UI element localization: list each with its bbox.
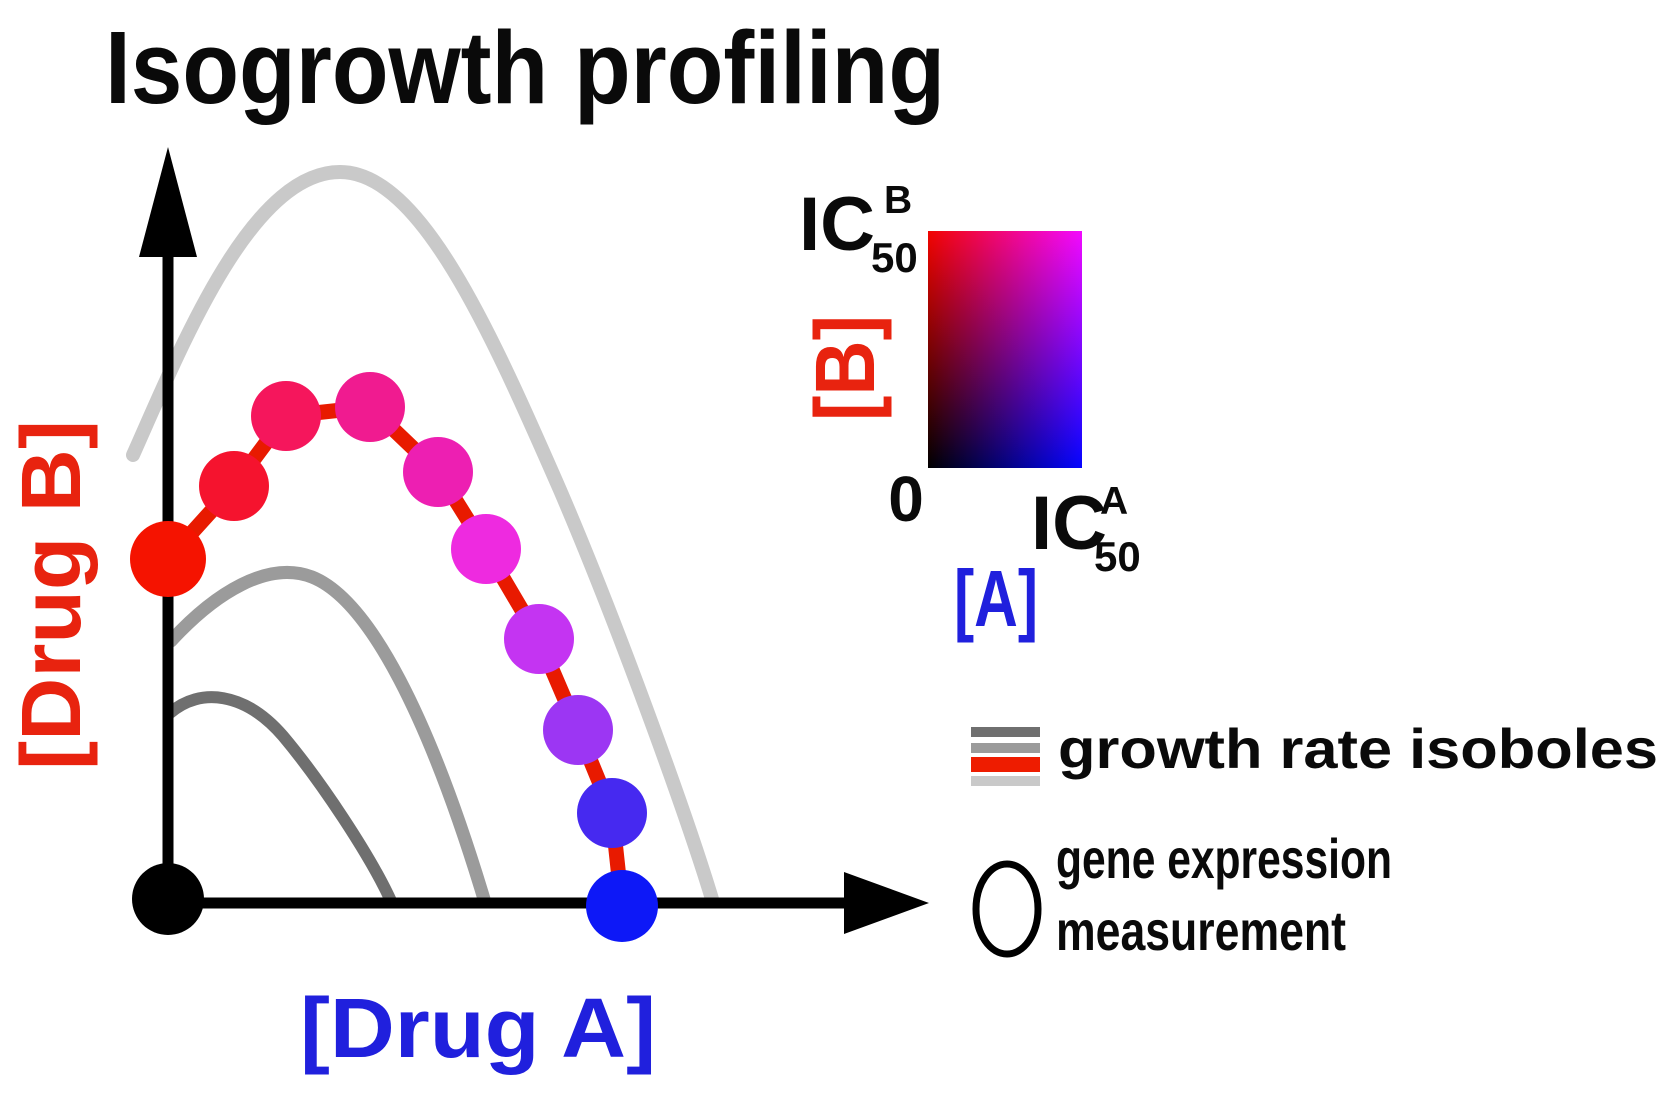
isobole-swatch-light	[971, 776, 1040, 786]
isobole-middle-gray	[164, 566, 491, 906]
gene-expression-dot-7	[504, 604, 574, 674]
legend-gene-label-line2: measurement	[1056, 899, 1346, 962]
ic50-b-base: IC	[799, 182, 875, 267]
origin-dot	[132, 863, 204, 935]
ic50-a-sub: 50	[1094, 533, 1141, 580]
ic50-b-sub: 50	[871, 234, 918, 281]
isobole-red	[160, 399, 630, 914]
gene-expression-dot-1	[130, 521, 206, 597]
ic50-b-sup: B	[884, 179, 912, 222]
gene-expression-dot-2	[199, 451, 269, 521]
figure-title: Isogrowth profiling	[105, 10, 945, 125]
ic50-a-base: IC	[1031, 481, 1107, 566]
growth-isoboles-layer	[126, 164, 719, 907]
colormap-a-bracket-label: [A]	[954, 554, 1038, 643]
isobole-outer-light	[126, 164, 719, 906]
measurement-points-layer	[130, 372, 658, 942]
y-axis-label: [Drug B]	[4, 420, 98, 770]
x-axis-label: [Drug A]	[300, 981, 656, 1075]
gene-expression-dot-4	[335, 372, 405, 442]
colormap-zero-label: 0	[888, 463, 924, 535]
isobole-swatch-dark	[971, 727, 1040, 737]
gene-expression-dot-5	[403, 437, 473, 507]
ic50-a-sup: A	[1100, 480, 1128, 523]
y-axis-arrowhead-icon	[139, 147, 197, 257]
colormap-b-bracket-label: [B]	[798, 315, 892, 421]
gene-expression-dot-9	[577, 778, 647, 848]
measurement-circle-icon	[972, 860, 1042, 958]
colormap-gradient	[928, 231, 1082, 468]
gene-expression-dot-10	[586, 870, 658, 942]
gene-expression-dot-3	[251, 381, 321, 451]
gene-expression-dot-6	[451, 514, 521, 584]
legend-gene-label-line1: gene expression	[1056, 827, 1392, 890]
x-axis-arrowhead-icon	[844, 872, 929, 934]
isobole-inner-dark	[164, 691, 397, 907]
isobole-swatch-gray	[971, 743, 1040, 753]
isobole-swatch-red	[971, 757, 1040, 772]
legend-isoboles-label: growth rate isoboles	[1058, 717, 1658, 780]
gene-expression-dot-8	[543, 695, 613, 765]
